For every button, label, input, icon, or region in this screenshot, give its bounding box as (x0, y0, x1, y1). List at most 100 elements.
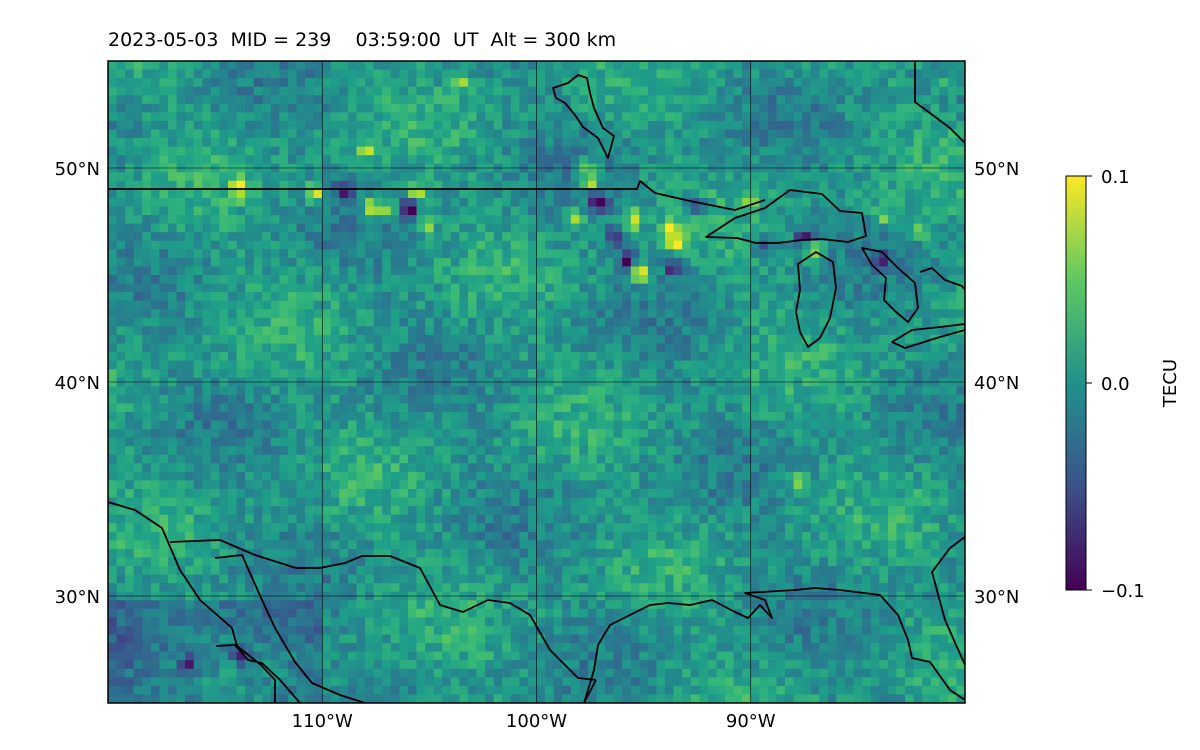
heatmap-cell (562, 386, 572, 396)
heatmap-cell (579, 95, 589, 105)
heatmap-cell (322, 223, 332, 233)
heatmap-cell (142, 292, 152, 302)
heatmap-cell (690, 360, 700, 370)
heatmap-cell (622, 275, 632, 285)
heatmap-cell (125, 480, 135, 490)
heatmap-cell (510, 412, 520, 422)
heatmap-cell (202, 437, 212, 447)
heatmap-cell (425, 300, 435, 310)
heatmap-cell (476, 317, 486, 327)
heatmap-cell (819, 172, 829, 182)
heatmap-cell (639, 334, 649, 345)
heatmap-cell (682, 86, 692, 96)
heatmap-cell (459, 429, 469, 439)
heatmap-cell (296, 369, 306, 379)
heatmap-cell (185, 437, 195, 447)
heatmap-cell (313, 463, 323, 473)
heatmap-cell (236, 155, 246, 165)
heatmap-cell (819, 463, 829, 473)
heatmap-cell (562, 266, 572, 276)
heatmap-cell (356, 86, 366, 96)
heatmap-cell (656, 215, 666, 225)
heatmap-cell (262, 429, 272, 439)
heatmap-cell (133, 420, 143, 430)
heatmap-cell (253, 146, 263, 156)
heatmap-cell (759, 112, 769, 122)
heatmap-cell (922, 471, 932, 482)
heatmap-cell (579, 420, 589, 430)
heatmap-cell (613, 120, 623, 131)
heatmap-cell (707, 369, 718, 379)
heatmap-cell (322, 112, 332, 122)
heatmap-cell (185, 232, 195, 242)
heatmap-cell (348, 240, 358, 250)
heatmap-cell (459, 266, 469, 276)
heatmap-cell (827, 369, 838, 379)
heatmap-cell (202, 138, 212, 148)
heatmap-cell (467, 326, 478, 336)
heatmap-cell (853, 429, 863, 439)
heatmap-cell (142, 309, 152, 319)
heatmap-cell (390, 172, 400, 182)
heatmap-cell (116, 129, 126, 139)
heatmap-cell (313, 429, 323, 439)
heatmap-cell (322, 317, 332, 327)
heatmap-cell (553, 189, 563, 199)
heatmap-cell (510, 377, 520, 387)
heatmap-cell (716, 437, 726, 447)
heatmap-cell (485, 240, 495, 250)
heatmap-cell (673, 437, 683, 447)
heatmap-cell (108, 334, 118, 345)
heatmap-cell (639, 412, 649, 422)
heatmap-cell (408, 352, 418, 362)
heatmap-cell (887, 275, 898, 285)
heatmap-cell (202, 283, 212, 293)
heatmap-cell (596, 300, 606, 310)
heatmap-cell (399, 103, 409, 113)
heatmap-cell (767, 394, 778, 404)
heatmap-cell (707, 463, 718, 473)
heatmap-cell (785, 249, 795, 259)
heatmap-cell (399, 437, 409, 447)
heatmap-cell (845, 471, 855, 482)
heatmap-cell (536, 198, 546, 208)
heatmap-cell (562, 480, 572, 490)
heatmap-cell (442, 146, 452, 156)
heatmap-cell (416, 317, 426, 327)
heatmap-cell (236, 352, 246, 362)
heatmap-cell (305, 103, 315, 113)
heatmap-cell (767, 437, 778, 447)
heatmap-cell (879, 369, 889, 379)
heatmap-cell (219, 326, 229, 336)
heatmap-cell (733, 360, 743, 370)
heatmap-cell (862, 360, 872, 370)
heatmap-cell (467, 61, 478, 71)
heatmap-cell (570, 138, 580, 148)
heatmap-cell (776, 334, 786, 345)
heatmap-cell (596, 412, 606, 422)
heatmap-cell (467, 155, 478, 165)
heatmap-cell (262, 257, 272, 268)
heatmap-cell (862, 429, 872, 439)
heatmap-cell (905, 95, 915, 105)
heatmap-cell (219, 446, 229, 456)
heatmap-cell (150, 257, 161, 268)
heatmap-cell (348, 103, 358, 113)
heatmap-cell (947, 172, 958, 182)
heatmap-cell (742, 215, 752, 225)
heatmap-cell (656, 300, 666, 310)
heatmap-cell (176, 275, 186, 285)
heatmap-cell (853, 352, 863, 362)
heatmap-cell (947, 420, 958, 430)
heatmap-cell (202, 386, 212, 396)
heatmap-cell (193, 180, 203, 190)
heatmap-cell (390, 334, 400, 345)
heatmap-cell (570, 292, 580, 302)
heatmap-cell (150, 446, 161, 456)
heatmap-cell (570, 223, 580, 233)
heatmap-cell (759, 412, 769, 422)
heatmap-cell (647, 420, 658, 430)
heatmap-cell (150, 377, 161, 387)
heatmap-cell (510, 429, 520, 439)
heatmap-cell (553, 454, 563, 464)
